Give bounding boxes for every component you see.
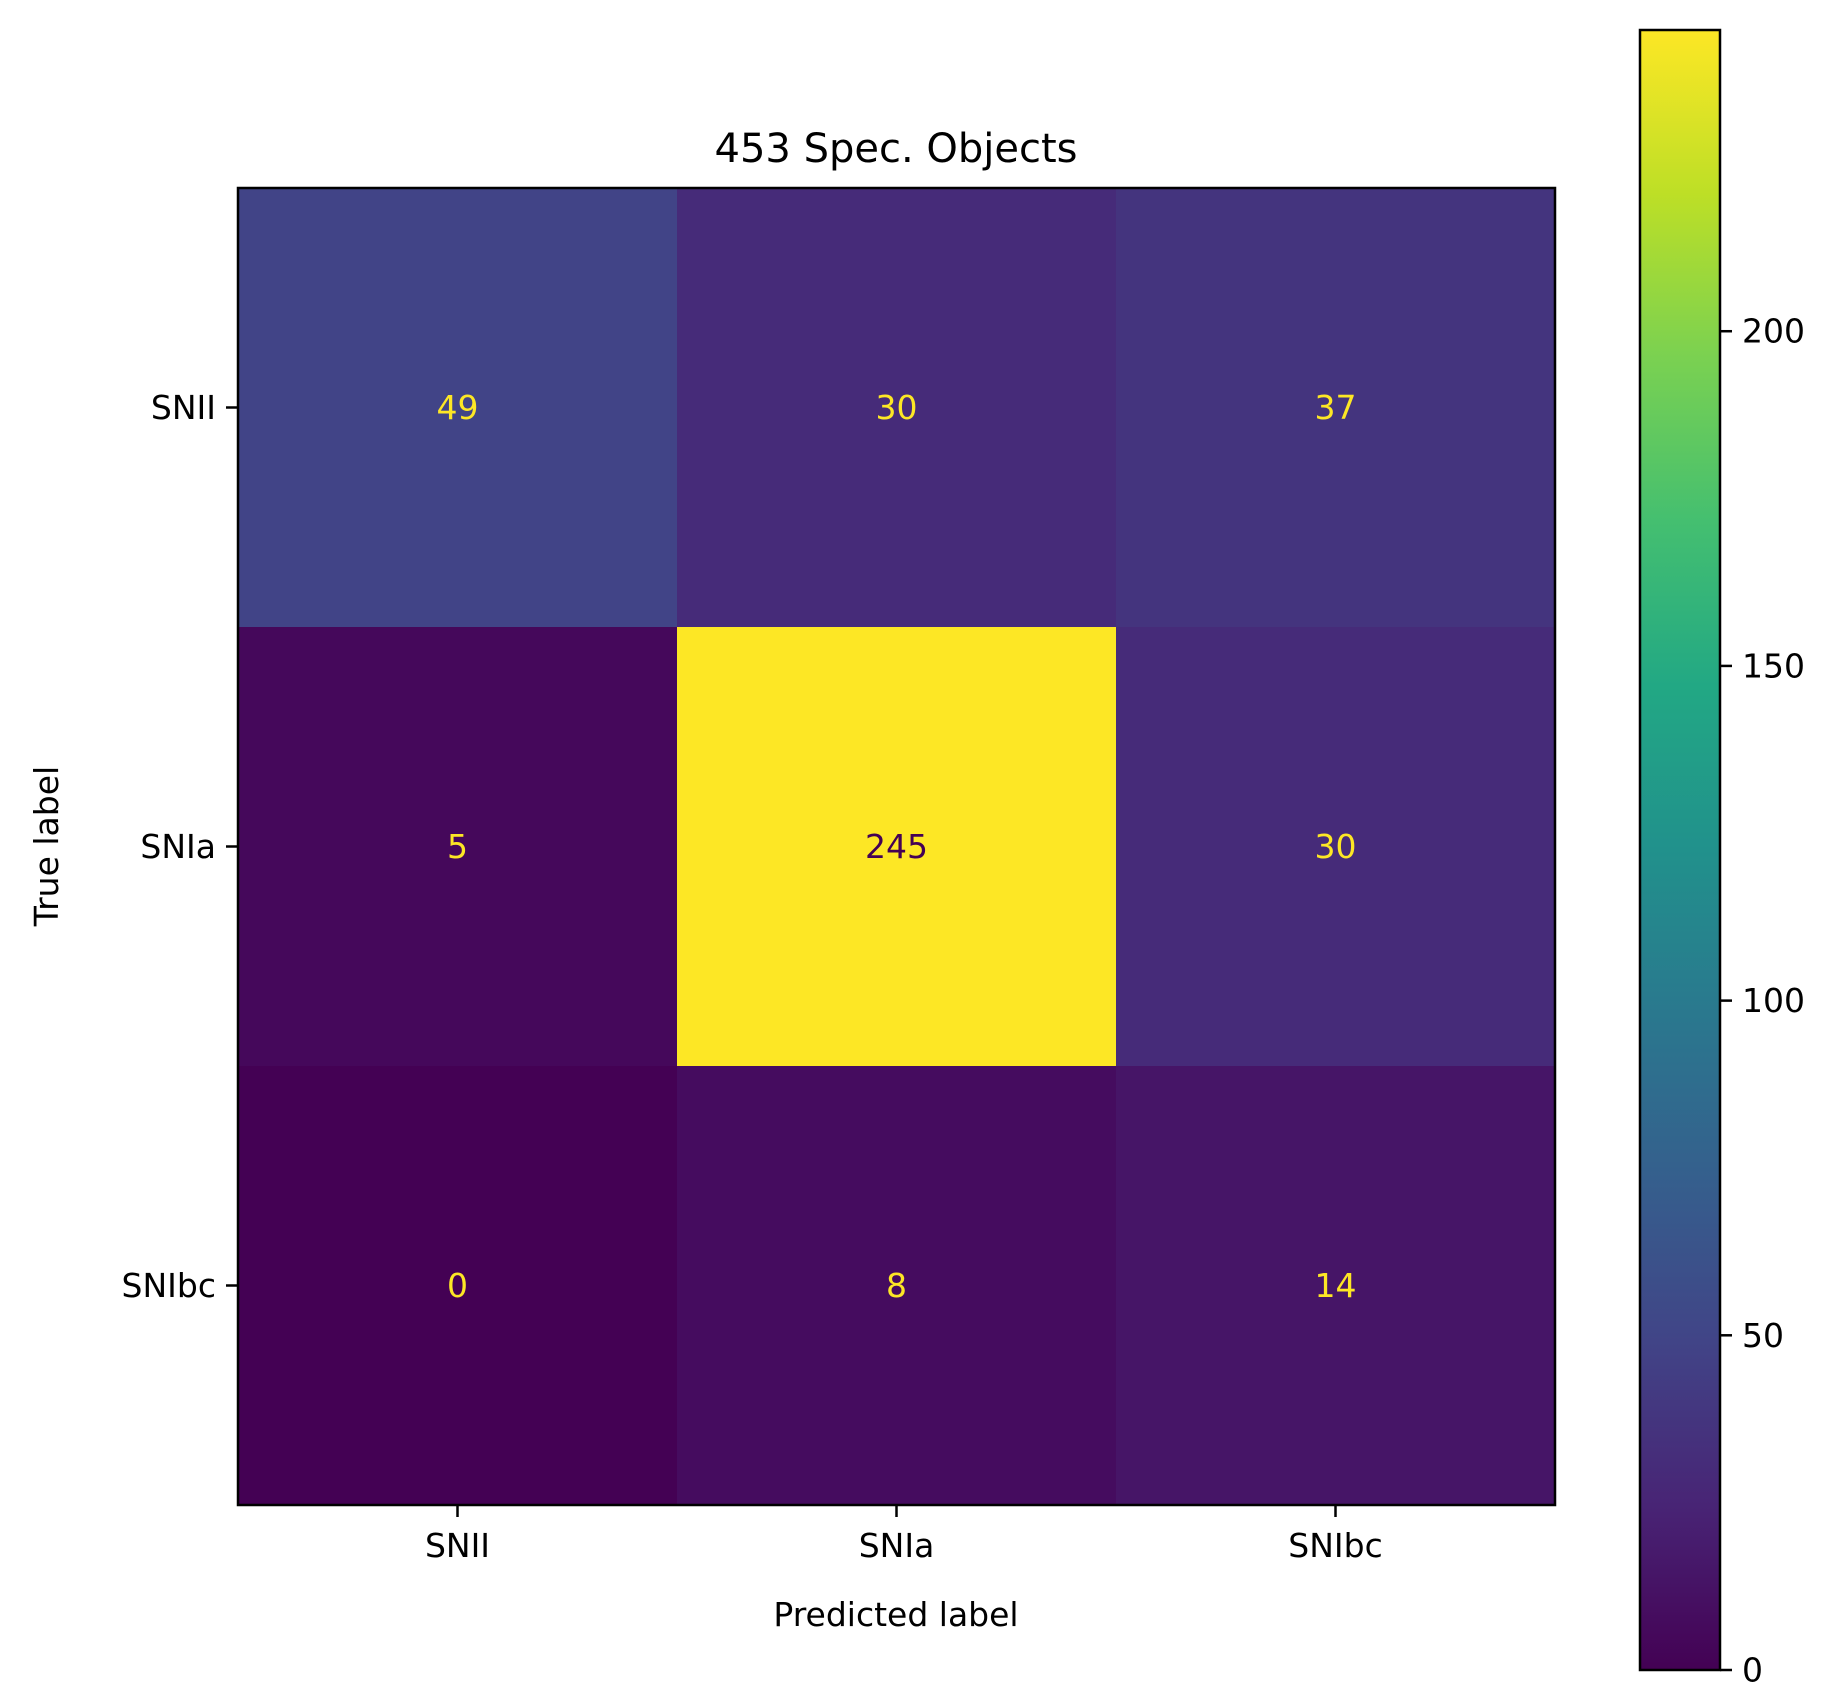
heatmap-cell bbox=[238, 627, 678, 1067]
cell-value-label: 30 bbox=[876, 388, 918, 427]
cell-value-label: 0 bbox=[447, 1266, 468, 1305]
colorbar-tick-label: 100 bbox=[1742, 981, 1805, 1020]
colorbar-tick-label: 50 bbox=[1742, 1316, 1784, 1355]
heatmap-cell bbox=[238, 188, 678, 628]
colorbar bbox=[1638, 28, 1722, 1672]
y-axis-ticks: SNII SNIa SNIbc bbox=[122, 388, 238, 1305]
y-tick-label: SNIbc bbox=[122, 1266, 216, 1305]
heatmap-cell bbox=[677, 627, 1117, 1067]
heatmap-cell bbox=[1116, 1066, 1556, 1506]
cell-value-label: 5 bbox=[447, 827, 468, 866]
x-axis-label: Predicted label bbox=[773, 1595, 1018, 1634]
heatmap-cell-labels: 49 30 37 5 245 30 0 8 14 bbox=[437, 388, 1357, 1305]
x-tick-label: SNIa bbox=[859, 1526, 935, 1565]
cell-value-label: 30 bbox=[1315, 827, 1357, 866]
y-tick-label: SNII bbox=[151, 388, 216, 427]
y-axis-label: True label bbox=[27, 766, 66, 927]
colorbar-tick-label: 0 bbox=[1742, 1651, 1763, 1690]
cell-value-label: 37 bbox=[1315, 388, 1357, 427]
colorbar-ticks: 0 50 100 150 200 bbox=[1720, 312, 1805, 1690]
colorbar-tick-label: 200 bbox=[1742, 312, 1805, 351]
cell-value-label: 14 bbox=[1315, 1266, 1357, 1305]
cell-value-label: 245 bbox=[865, 827, 928, 866]
x-tick-label: SNII bbox=[425, 1526, 490, 1565]
cell-value-label: 8 bbox=[886, 1266, 907, 1305]
x-tick-label: SNIbc bbox=[1288, 1526, 1382, 1565]
chart-title: 453 Spec. Objects bbox=[715, 126, 1078, 172]
heatmap-cells bbox=[238, 188, 1556, 1506]
heatmap-cell bbox=[677, 188, 1117, 628]
heatmap-cell bbox=[677, 1066, 1117, 1506]
x-axis-ticks: SNII SNIa SNIbc bbox=[425, 1505, 1383, 1565]
y-tick-label: SNIa bbox=[140, 827, 216, 866]
heatmap-cell bbox=[238, 1066, 678, 1506]
cell-value-label: 49 bbox=[437, 388, 479, 427]
heatmap-cell bbox=[1116, 188, 1556, 628]
colorbar-tick-label: 150 bbox=[1742, 646, 1805, 685]
heatmap-cell bbox=[1116, 627, 1556, 1067]
